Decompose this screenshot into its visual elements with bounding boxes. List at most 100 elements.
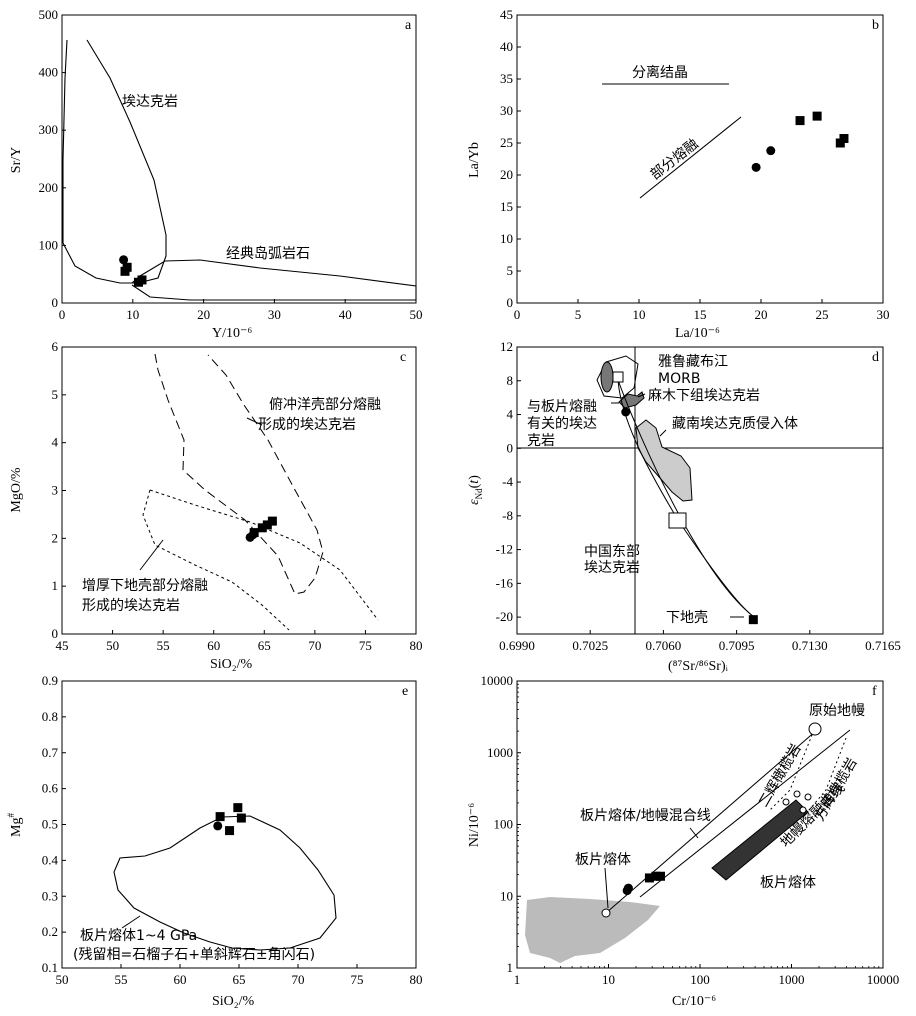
sample-point-square <box>644 873 654 883</box>
morb-endmember <box>612 371 624 383</box>
panel-d: 0.6990 0.7025 0.7060 0.7095 0.7130 0.7165 12 8 4… <box>467 339 901 674</box>
sample-point-circle <box>751 162 761 172</box>
x-tick-label: 60 <box>174 972 187 987</box>
panel-b-letter: b <box>872 18 879 33</box>
melt-curve-point-4 <box>799 806 807 814</box>
sample-point-square <box>812 111 822 121</box>
annotation-partial-melting: 部分熔融 <box>648 136 702 183</box>
y-tick-label: -16 <box>496 575 514 590</box>
x-tick-label: 65 <box>258 638 271 653</box>
y-tick-label: -12 <box>496 542 513 557</box>
x-tick-label: 5 <box>575 307 582 322</box>
leader-lower-crust <box>139 539 164 571</box>
x-tick-label: 10 <box>126 307 139 322</box>
y-tick-label: 1 <box>52 578 59 593</box>
annotation-slab-melt-b: 板片熔体 <box>760 875 816 891</box>
x-tick-label: 55 <box>115 972 128 987</box>
y-tick-label: 0 <box>507 295 514 310</box>
y-tick-label: 10000 <box>481 673 514 688</box>
sample-point-circle <box>766 146 776 156</box>
y-tick-label: 20 <box>500 167 513 182</box>
annotation-lower-crust-1: 增厚下地壳部分熔融 <box>82 577 208 594</box>
x-tick-label: 40 <box>339 307 352 322</box>
x-tick-label: 45 <box>56 638 69 653</box>
leader-mixing-line <box>689 827 699 839</box>
sample-point-square <box>215 812 225 822</box>
panel-d-frame <box>516 346 884 635</box>
y-tick-label: 200 <box>39 180 59 195</box>
oceanic-crust-melt-field <box>154 353 324 595</box>
x-tick-label: 0.7095 <box>719 638 755 653</box>
panel-f-ylabel: Ni/10⁻⁶ <box>467 803 482 847</box>
panel-a-frame <box>61 14 417 304</box>
panel-c-xlabel: SiO₂/% <box>210 657 253 672</box>
y-tick-label: 25 <box>500 135 513 150</box>
y-tick-label: 45 <box>500 7 513 22</box>
y-tick-label: 0.8 <box>42 709 58 724</box>
mixing-curve-2 <box>617 379 755 618</box>
x-tick-label: 10000 <box>867 972 900 987</box>
annotation-primitive-mantle: 原始地幔 <box>809 703 865 719</box>
y-tick-label: 40 <box>500 39 513 54</box>
sample-point-circle <box>213 821 223 831</box>
annotation-fractional-crystallization: 分离结晶 <box>632 64 688 81</box>
x-tick-label: 0 <box>59 307 66 322</box>
annotation-east-china-2: 埃达克岩 <box>584 560 640 576</box>
y-tick-label: 15 <box>500 199 513 214</box>
sample-point-square <box>236 813 246 823</box>
x-tick-label: 0.7165 <box>865 638 901 653</box>
island-arc-field <box>131 259 417 301</box>
y-tick-label: -8 <box>502 508 513 523</box>
lherzolite-trend <box>769 729 815 811</box>
panel-c-letter: c <box>400 350 406 365</box>
x-tick-label: 15 <box>694 307 707 322</box>
panel-b: 0 5 10 15 20 25 30 0 5 10 15 20 25 30 35 40 45 b 分离结晶 部分… <box>467 7 890 341</box>
sample-point-square <box>120 266 130 276</box>
y-tick-label: 5 <box>507 263 514 278</box>
y-tick-label: 3 <box>52 483 59 498</box>
y-tick-label: 0.6 <box>42 781 59 796</box>
y-tick-label: 0 <box>507 440 514 455</box>
x-tick-label: 20 <box>755 307 768 322</box>
annotation-mamuxia: 麻木下组埃达克岩 <box>648 388 760 404</box>
x-tick-label: 0.7060 <box>646 638 682 653</box>
annotation-yarlung: 雅鲁藏布江 <box>658 354 728 370</box>
harzburgite-trend <box>804 737 847 816</box>
x-tick-label: 50 <box>106 638 119 653</box>
x-tick-label: 50 <box>56 972 69 987</box>
y-tick-label: 4 <box>52 435 59 450</box>
panel-c-ylabel: MgO/% <box>9 467 24 512</box>
annotation-slab-2: 有关的埃达 <box>527 416 597 432</box>
primitive-mantle-marker <box>808 722 822 736</box>
panel-e-frame <box>61 680 417 969</box>
sample-point-square <box>233 803 243 813</box>
annotation-adakite: 埃达克岩 <box>122 94 178 110</box>
panel-e-xlabel: SiO₂/% <box>212 994 255 1009</box>
slab-melt-grey-field <box>525 897 660 963</box>
x-tick-label: 10 <box>633 307 646 322</box>
y-tick-label: 100 <box>39 237 59 252</box>
y-tick-label: 0.5 <box>42 817 58 832</box>
x-tick-label: 60 <box>207 638 220 653</box>
y-tick-label: -4 <box>502 474 513 489</box>
sample-point-square <box>133 277 143 287</box>
panel-b-frame <box>516 14 884 304</box>
panel-f: 1 10 100 1000 10000 1 10 100 1000 10000 f 原始地幔 二辉… <box>467 673 899 1009</box>
y-tick-label: 0.7 <box>42 745 59 760</box>
annotation-slab-1: 与板片熔融 <box>527 399 597 415</box>
x-tick-label: 0 <box>514 307 521 322</box>
y-tick-label: -20 <box>496 609 513 624</box>
y-tick-label: 30 <box>500 103 513 118</box>
y-tick-label: 10 <box>500 231 513 246</box>
y-tick-label: 300 <box>39 122 59 137</box>
melt-curve-point-1 <box>793 790 801 798</box>
east-china-adakite-marker <box>668 512 687 529</box>
y-tick-label: 0.9 <box>42 673 58 688</box>
x-tick-label: 75 <box>351 972 364 987</box>
annotation-south-tibet: 藏南埃达克质侵入体 <box>672 415 798 432</box>
y-tick-label: 5 <box>52 387 59 402</box>
annotation-lherzolite: 二辉橄榄岩 <box>756 741 805 810</box>
panel-e-letter: e <box>402 684 408 699</box>
